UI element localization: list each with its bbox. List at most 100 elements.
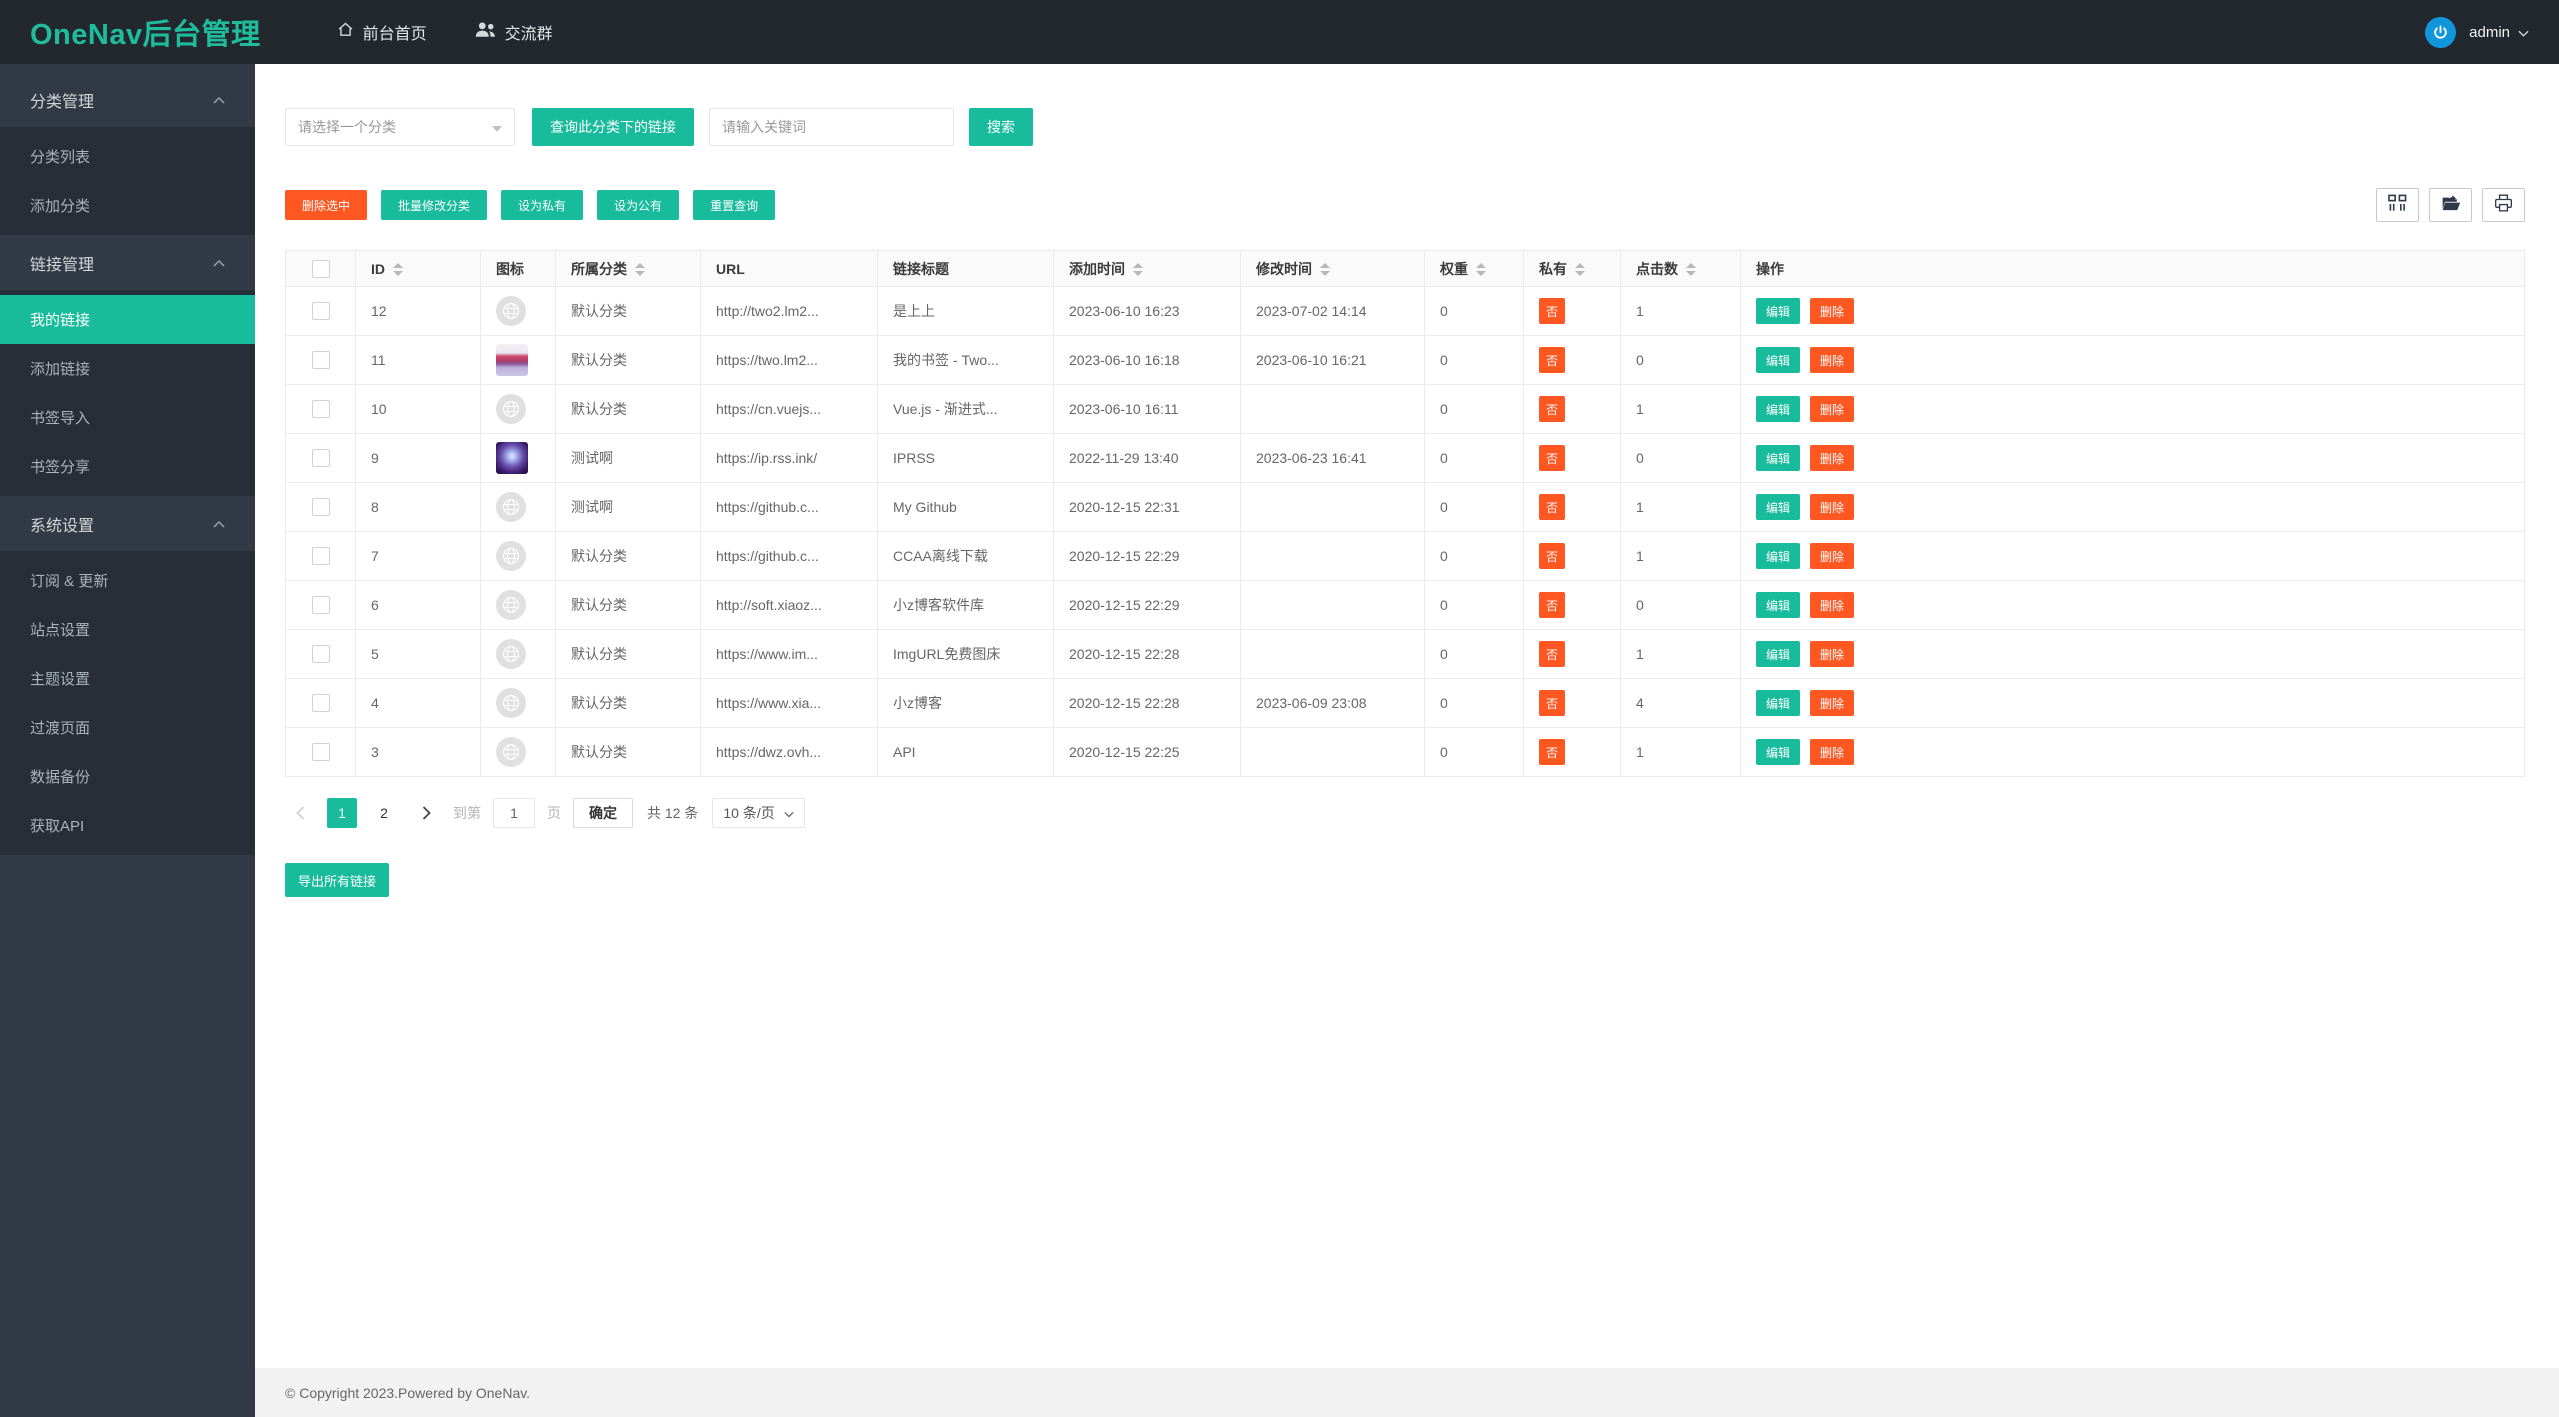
- toolbar-button[interactable]: 设为公有: [597, 190, 680, 220]
- page-size-select[interactable]: 10 条/页: [712, 798, 805, 828]
- user-area[interactable]: admin: [2425, 16, 2529, 48]
- delete-button[interactable]: 删除: [1810, 641, 1855, 667]
- prev-page-button[interactable]: [285, 798, 315, 828]
- sidebar-item[interactable]: 订阅 & 更新: [30, 573, 109, 590]
- sidebar-item[interactable]: 分类列表: [30, 149, 91, 166]
- sort-icon[interactable]: [635, 263, 645, 277]
- edit-button[interactable]: 编辑: [1756, 690, 1801, 716]
- toolbar-columns-button[interactable]: [2376, 188, 2419, 222]
- sidebar-item[interactable]: 添加分类: [30, 198, 91, 215]
- private-badge[interactable]: 否: [1539, 739, 1565, 765]
- cell-private: 否: [1523, 629, 1621, 679]
- sidebar-item[interactable]: 添加链接: [30, 361, 91, 378]
- row-checkbox[interactable]: [311, 743, 330, 762]
- edit-button[interactable]: 编辑: [1756, 543, 1801, 569]
- cell-url: https://github.c...: [700, 482, 878, 532]
- app-logo: OneNav后台管理: [30, 19, 261, 51]
- search-button[interactable]: 搜索: [969, 108, 1033, 146]
- delete-button[interactable]: 删除: [1810, 494, 1855, 520]
- edit-button[interactable]: 编辑: [1756, 298, 1801, 324]
- toolbar-print-button[interactable]: [2482, 188, 2525, 222]
- sort-icon[interactable]: [1133, 263, 1143, 277]
- row-checkbox[interactable]: [311, 596, 330, 615]
- sidebar-section-header[interactable]: 分类管理: [0, 72, 255, 127]
- cell-icon: [480, 678, 556, 728]
- toolbar-button[interactable]: 设为私有: [501, 190, 584, 220]
- sidebar-item[interactable]: 站点设置: [30, 622, 91, 639]
- keyword-input[interactable]: [709, 108, 954, 146]
- sidebar-item[interactable]: 书签导入: [30, 410, 91, 427]
- sidebar-item[interactable]: 书签分享: [30, 459, 91, 476]
- toolbar-button[interactable]: 重置查询: [693, 190, 776, 220]
- goto-label: 到第: [453, 805, 481, 821]
- delete-button[interactable]: 删除: [1810, 739, 1855, 765]
- category-select[interactable]: 请选择一个分类: [285, 108, 515, 146]
- toolbar-button[interactable]: 批量修改分类: [381, 190, 488, 220]
- sidebar-section-header[interactable]: 系统设置: [0, 496, 255, 551]
- row-checkbox[interactable]: [311, 449, 330, 468]
- next-page-button[interactable]: [411, 798, 441, 828]
- row-checkbox[interactable]: [311, 547, 330, 566]
- toolbar-button[interactable]: 删除选中: [285, 190, 368, 220]
- sidebar-item[interactable]: 获取API: [30, 818, 85, 835]
- page-number-button[interactable]: 2: [380, 805, 388, 821]
- private-badge[interactable]: 否: [1539, 592, 1565, 618]
- private-badge[interactable]: 否: [1539, 298, 1565, 324]
- avatar[interactable]: [2425, 16, 2457, 48]
- row-checkbox[interactable]: [311, 351, 330, 370]
- private-badge[interactable]: 否: [1539, 641, 1565, 667]
- row-checkbox[interactable]: [311, 302, 330, 321]
- sidebar-item[interactable]: 主题设置: [30, 671, 91, 688]
- sort-icon[interactable]: [1575, 263, 1585, 277]
- edit-button[interactable]: 编辑: [1756, 347, 1801, 373]
- row-checkbox[interactable]: [311, 645, 330, 664]
- table-row: 5 默认分类 https://www.im... ImgURL免费图床 2020-12-…: [285, 629, 2525, 679]
- navbar-item-home[interactable]: 前台首页: [313, 0, 451, 64]
- sidebar-item[interactable]: 数据备份: [30, 769, 91, 786]
- private-badge[interactable]: 否: [1539, 494, 1565, 520]
- sort-icon[interactable]: [393, 263, 403, 277]
- private-badge[interactable]: 否: [1539, 690, 1565, 716]
- row-checkbox[interactable]: [311, 400, 330, 419]
- user-menu[interactable]: admin: [2469, 24, 2529, 41]
- cell-modified-time: [1240, 727, 1425, 777]
- select-all-checkbox[interactable]: [311, 259, 330, 278]
- cell-private: 否: [1523, 678, 1621, 728]
- edit-button[interactable]: 编辑: [1756, 739, 1801, 765]
- sort-icon[interactable]: [1320, 263, 1330, 277]
- toolbar-export-button[interactable]: [2429, 188, 2472, 222]
- edit-button[interactable]: 编辑: [1756, 396, 1801, 422]
- sidebar: 分类管理分类列表添加分类链接管理我的链接添加链接书签导入书签分享系统设置订阅 &…: [0, 64, 255, 1417]
- row-checkbox[interactable]: [311, 694, 330, 713]
- delete-button[interactable]: 删除: [1810, 298, 1855, 324]
- sidebar-section-header[interactable]: 链接管理: [0, 235, 255, 290]
- delete-button[interactable]: 删除: [1810, 592, 1855, 618]
- delete-button[interactable]: 删除: [1810, 347, 1855, 373]
- private-badge[interactable]: 否: [1539, 543, 1565, 569]
- navbar-item-users[interactable]: 交流群: [451, 0, 577, 64]
- confirm-page-button[interactable]: 确定: [573, 798, 633, 828]
- delete-button[interactable]: 删除: [1810, 543, 1855, 569]
- edit-button[interactable]: 编辑: [1756, 641, 1801, 667]
- delete-button[interactable]: 删除: [1810, 396, 1855, 422]
- query-category-button[interactable]: 查询此分类下的链接: [532, 108, 694, 146]
- row-checkbox[interactable]: [311, 498, 330, 517]
- page-number-button[interactable]: 1: [327, 798, 357, 828]
- sort-icon[interactable]: [1476, 263, 1486, 277]
- print-icon: [2494, 194, 2513, 217]
- goto-page-input[interactable]: [493, 798, 535, 828]
- sort-icon[interactable]: [1686, 263, 1696, 277]
- goto-unit-label: 页: [547, 805, 561, 821]
- delete-button[interactable]: 删除: [1810, 445, 1855, 471]
- sidebar-item[interactable]: 我的链接: [0, 295, 255, 344]
- cell-icon: [480, 727, 556, 777]
- delete-button[interactable]: 删除: [1810, 690, 1855, 716]
- private-badge[interactable]: 否: [1539, 445, 1565, 471]
- private-badge[interactable]: 否: [1539, 347, 1565, 373]
- export-all-button[interactable]: 导出所有链接: [285, 863, 390, 897]
- edit-button[interactable]: 编辑: [1756, 445, 1801, 471]
- edit-button[interactable]: 编辑: [1756, 494, 1801, 520]
- private-badge[interactable]: 否: [1539, 396, 1565, 422]
- sidebar-item[interactable]: 过渡页面: [30, 720, 91, 737]
- edit-button[interactable]: 编辑: [1756, 592, 1801, 618]
